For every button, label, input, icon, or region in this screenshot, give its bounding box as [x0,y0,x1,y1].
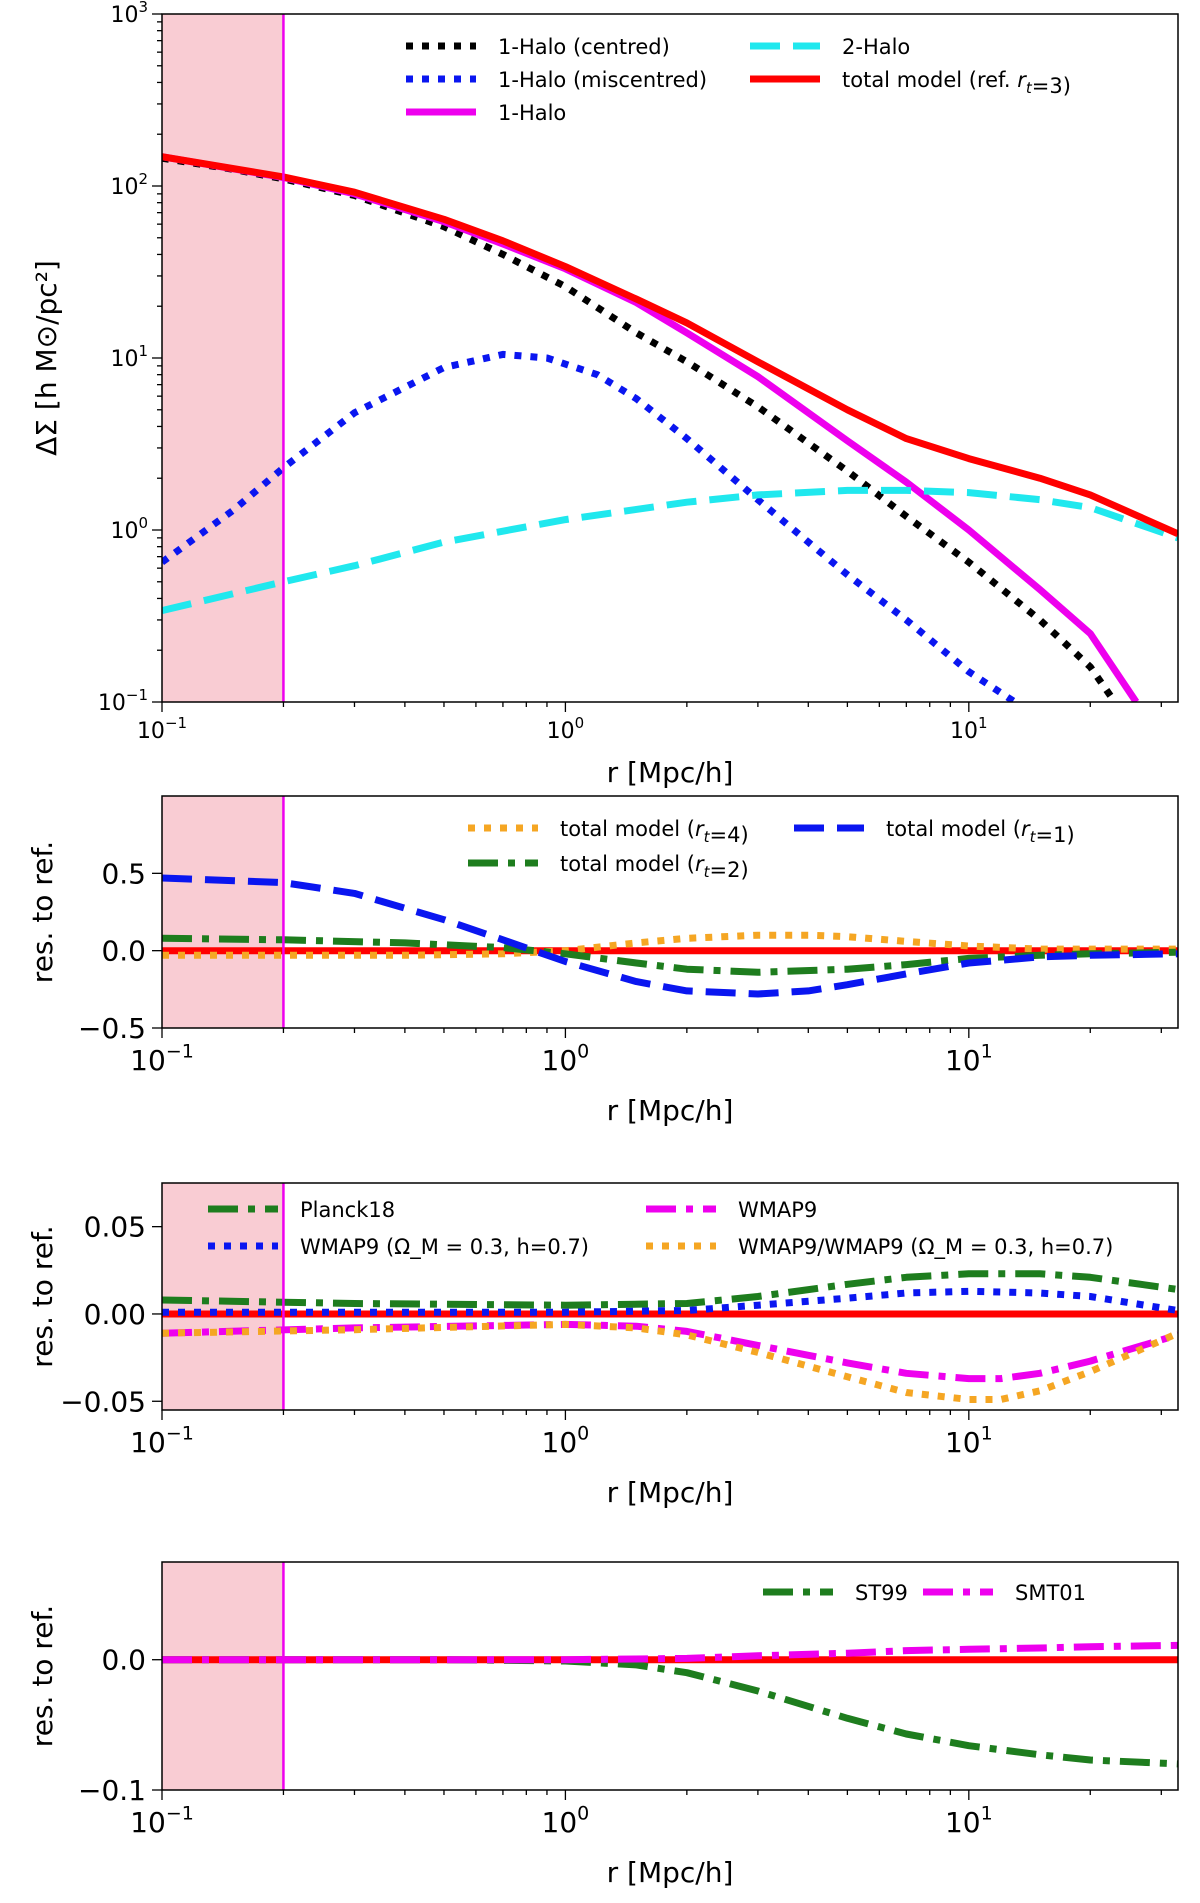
excluded-region [162,796,284,1028]
legend-label: 1-Halo (centred) [498,35,670,59]
x-tick-label: 10−1 [130,1040,194,1077]
x-tick-label: 10−1 [130,1422,194,1459]
y-tick-label: 100 [110,514,148,544]
legend-label: 1-Halo (miscentred) [498,68,707,92]
x-tick-label: 100 [542,1422,590,1459]
legend-item: ST99 [763,1581,908,1605]
y-axis-label: res. to ref. [26,1605,59,1747]
x-tick-label: 100 [542,1802,590,1839]
y-tick-label: 102 [110,170,148,200]
legend-item: WMAP9 (Ω_M = 0.3, h=0.7) [208,1235,589,1260]
legend-item: total model (rt=4) [468,817,749,847]
legend-item: Planck18 [208,1198,395,1222]
legend-label: WMAP9 [738,1198,817,1222]
legend-label: 1-Halo [498,101,566,125]
series-line [162,153,1178,537]
axes-frame [161,795,1179,1029]
series-line [162,1287,1178,1316]
legend-label: WMAP9/WMAP9 (Ω_M = 0.3, h=0.7) [738,1235,1113,1260]
legend-item: 2-Halo [750,35,910,59]
legend-label: Planck18 [300,1198,395,1222]
x-axis-label: r [Mpc/h] [607,1094,734,1127]
excluded-region [162,1183,284,1410]
legend-item: total model (rt=2) [468,852,749,882]
legend-label: total model (rt=1) [886,817,1075,847]
legend-label: 2-Halo [842,35,910,59]
series-line [162,1656,1178,1768]
x-axis-label: r [Mpc/h] [607,1476,734,1509]
series-line [162,874,1178,998]
y-axis-label: res. to ref. [26,1225,59,1367]
x-axis-label: r [Mpc/h] [607,756,734,789]
y-tick-label: −0.5 [78,1012,146,1045]
y-tick-label: 0.0 [101,1644,146,1677]
legend-label: ST99 [855,1581,908,1605]
axes-frame [161,1561,1179,1791]
x-tick-label: 101 [945,1422,993,1459]
y-axis-label: res. to ref. [26,841,59,983]
legend-item: WMAP9/WMAP9 (Ω_M = 0.3, h=0.7) [646,1235,1113,1260]
legend-item: SMT01 [923,1581,1086,1605]
x-tick-label: 10−1 [137,714,187,744]
series-line [162,486,1178,615]
excluded-region [162,1562,284,1790]
series-line [162,931,1178,959]
y-tick-label: 0.05 [84,1211,146,1244]
legend-item: WMAP9 [646,1198,817,1222]
series-line [162,153,1140,702]
axes-frame [161,1182,1179,1411]
x-tick-label: 101 [950,714,988,744]
legend-item: 1-Halo (miscentred) [406,68,707,92]
series-line [162,1641,1178,1664]
y-tick-label: −0.1 [78,1774,146,1807]
y-tick-label: 0.0 [101,935,146,968]
legend-label: WMAP9 (Ω_M = 0.3, h=0.7) [300,1235,589,1260]
y-tick-label: 0.5 [101,857,146,890]
y-tick-label: 101 [110,342,148,372]
axes-frame [161,13,1179,703]
x-tick-label: 100 [542,1040,590,1077]
legend-item: total model (rt=1) [794,817,1075,847]
legend-label: total model (rt=2) [560,852,749,882]
legend-item: total model (ref. rt=3) [750,68,1071,98]
legend-label: SMT01 [1015,1581,1086,1605]
y-tick-label: −0.05 [60,1385,146,1418]
panel-residual-cosmology: 10−1 100 101 0.05 0.00 −0.05 r [Mpc/h] res. to … [26,1182,1179,1509]
y-tick-label: 103 [110,0,148,28]
series-line [162,1320,1178,1403]
series-line [162,154,1118,702]
y-axis-label: ΔΣ [h M⊙/pc²] [30,260,63,456]
x-tick-label: 101 [945,1802,993,1839]
x-tick-label: 101 [945,1040,993,1077]
panel-profile: 10−1 100 101 10−1 100 101 102 103 r [Mpc/h] ΔΣ [h… [30,0,1179,789]
y-tick-label: 0.00 [84,1298,146,1331]
y-tick-label: 10−1 [98,686,148,716]
panel-residual-rt: 10−1 100 101 0.5 0.0 −0.5 r [Mpc/h] res. to ref… [26,795,1179,1127]
x-tick-label: 10−1 [130,1802,194,1839]
legend-label: total model (rt=4) [560,817,749,847]
panel-residual-massfunction: 10−1 100 101 0.0 −0.1 r [Mpc/h] res. to ref. ST… [26,1561,1179,1889]
x-tick-label: 100 [547,714,585,744]
series-line [162,1270,1178,1309]
x-axis-label: r [Mpc/h] [607,1856,734,1889]
series-line [162,350,1017,702]
legend-item: 1-Halo (centred) [406,35,670,59]
legend-item: 1-Halo [406,101,566,125]
series-line [162,1320,1178,1383]
legend-label: total model (ref. rt=3) [842,68,1071,98]
